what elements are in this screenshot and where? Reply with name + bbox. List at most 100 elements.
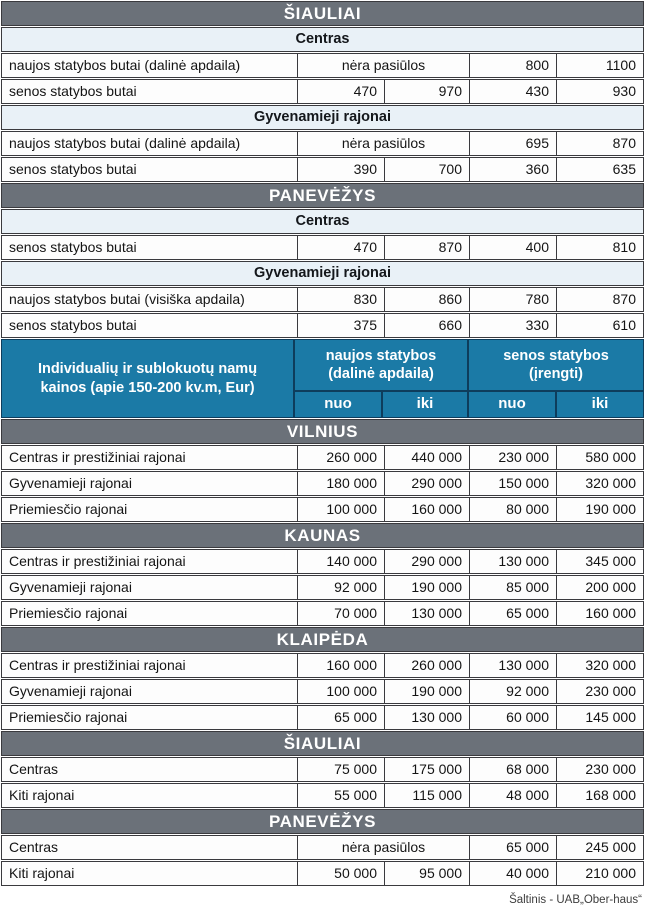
price-cell: 130 000 — [384, 706, 469, 729]
table-row: Priemiesčio rajonai 70 000 130 000 65 00… — [1, 601, 644, 626]
table-row: Kiti rajonai 50 000 95 000 40 000 210 00… — [1, 861, 644, 886]
price-cell: 390 — [297, 158, 384, 181]
price-cell: 930 — [556, 80, 643, 103]
row-label: senos statybos butai — [9, 317, 137, 333]
area-band-gyvenamieji: Gyvenamieji rajonai — [1, 261, 644, 286]
price-cell: 440 000 — [384, 446, 469, 469]
row-label: Priemiesčio rajonai — [9, 605, 128, 621]
price-cell: 130 000 — [384, 602, 469, 625]
price-cell: 65 000 — [469, 602, 556, 625]
area-band-centras: Centras — [1, 209, 644, 234]
table-row: Kiti rajonai 55 000 115 000 48 000 168 0… — [1, 783, 644, 808]
price-cell: 190 000 — [384, 576, 469, 599]
price-cell: 75 000 — [297, 758, 384, 781]
price-cell: 160 000 — [556, 602, 643, 625]
price-cell: 700 — [384, 158, 469, 181]
price-cell: 260 000 — [384, 654, 469, 677]
table-row: senos statybos butai 470 870 400 810 — [1, 235, 644, 260]
row-label: Gyvenamieji rajonai — [9, 579, 132, 595]
price-cell: 375 — [297, 314, 384, 337]
row-label: senos statybos butai — [9, 83, 137, 99]
price-cell: 80 000 — [469, 498, 556, 521]
table-row: Centras ir prestižiniai rajonai 160 000 … — [1, 653, 644, 678]
no-supply-cell: nėra pasiūlos — [297, 54, 469, 77]
price-cell: 160 000 — [384, 498, 469, 521]
table-row: Gyvenamieji rajonai 92 000 190 000 85 00… — [1, 575, 644, 600]
price-cell: 320 000 — [556, 654, 643, 677]
price-cell: 400 — [469, 236, 556, 259]
price-cell: 160 000 — [297, 654, 384, 677]
price-cell: 230 000 — [556, 680, 643, 703]
table-row: Priemiesčio rajonai 100 000 160 000 80 0… — [1, 497, 644, 522]
price-cell: 870 — [556, 288, 643, 311]
price-cell: 68 000 — [469, 758, 556, 781]
area-band-centras: Centras — [1, 27, 644, 52]
price-cell: 100 000 — [297, 498, 384, 521]
city-band-panevezys: PANEVĖŽYS — [1, 809, 644, 834]
price-cell: 48 000 — [469, 784, 556, 807]
price-cell: 230 000 — [556, 758, 643, 781]
price-cell: 695 — [469, 132, 556, 155]
row-label: Centras — [9, 761, 59, 777]
city-band-kaunas: KAUNAS — [1, 523, 644, 548]
price-cell: 290 000 — [384, 472, 469, 495]
price-cell: 660 — [384, 314, 469, 337]
table-row: senos statybos butai 390 700 360 635 — [1, 157, 644, 182]
price-cell: 100 000 — [297, 680, 384, 703]
table-row: Gyvenamieji rajonai 180 000 290 000 150 … — [1, 471, 644, 496]
row-label: naujos statybos butai (visiška apdaila) — [9, 291, 245, 307]
price-cell: 580 000 — [556, 446, 643, 469]
real-estate-price-table: ŠIAULIAI Centras naujos statybos butai (… — [1, 1, 644, 886]
price-cell: 245 000 — [556, 836, 643, 859]
table-row: senos statybos butai 375 660 330 610 — [1, 313, 644, 338]
column-header-iki: iki — [557, 392, 643, 417]
price-cell: 130 000 — [469, 550, 556, 573]
row-label: Centras ir prestižiniai rajonai — [9, 553, 186, 569]
city-band-vilnius: VILNIUS — [1, 419, 644, 444]
price-cell: 210 000 — [556, 862, 643, 885]
row-label: Priemiesčio rajonai — [9, 709, 128, 725]
no-supply-cell: nėra pasiūlos — [297, 836, 469, 859]
table-row: naujos statybos butai (dalinė apdaila) n… — [1, 53, 644, 78]
price-cell: 330 — [469, 314, 556, 337]
price-cell: 290 000 — [384, 550, 469, 573]
row-label: Gyvenamieji rajonai — [9, 683, 132, 699]
row-label: senos statybos butai — [9, 239, 137, 255]
price-cell: 260 000 — [297, 446, 384, 469]
price-cell: 60 000 — [469, 706, 556, 729]
row-label: Centras ir prestižiniai rajonai — [9, 449, 186, 465]
table-row: Centras ir prestižiniai rajonai 140 000 … — [1, 549, 644, 574]
table-row: naujos statybos butai (dalinė apdaila) n… — [1, 131, 644, 156]
price-cell: 870 — [384, 236, 469, 259]
price-cell: 92 000 — [469, 680, 556, 703]
price-cell: 85 000 — [469, 576, 556, 599]
price-cell: 115 000 — [384, 784, 469, 807]
price-cell: 780 — [469, 288, 556, 311]
price-cell: 190 000 — [384, 680, 469, 703]
price-cell: 175 000 — [384, 758, 469, 781]
row-label: Centras — [9, 839, 59, 855]
price-cell: 140 000 — [297, 550, 384, 573]
price-cell: 230 000 — [469, 446, 556, 469]
table-row: Centras nėra pasiūlos 65 000 245 000 — [1, 835, 644, 860]
table-row: senos statybos butai 470 970 430 930 — [1, 79, 644, 104]
price-cell: 65 000 — [469, 836, 556, 859]
price-cell: 610 — [556, 314, 643, 337]
city-band-siauliai: ŠIAULIAI — [1, 731, 644, 756]
price-cell: 180 000 — [297, 472, 384, 495]
price-cell: 430 — [469, 80, 556, 103]
price-cell: 70 000 — [297, 602, 384, 625]
city-band-siauliai: ŠIAULIAI — [1, 1, 644, 26]
column-header-nuo: nuo — [469, 392, 555, 417]
row-label: Centras ir prestižiniai rajonai — [9, 657, 186, 673]
price-cell: 320 000 — [556, 472, 643, 495]
row-label: naujos statybos butai (dalinė apdaila) — [9, 57, 241, 73]
price-cell: 345 000 — [556, 550, 643, 573]
column-header-iki: iki — [383, 392, 467, 417]
column-group-senos-statybos: senos statybos (įrengti) — [469, 340, 643, 390]
price-cell: 95 000 — [384, 862, 469, 885]
houses-table-header: Individualių ir sublokuotų namų kainos (… — [1, 339, 644, 418]
column-header-nuo: nuo — [295, 392, 381, 417]
price-cell: 800 — [469, 54, 556, 77]
